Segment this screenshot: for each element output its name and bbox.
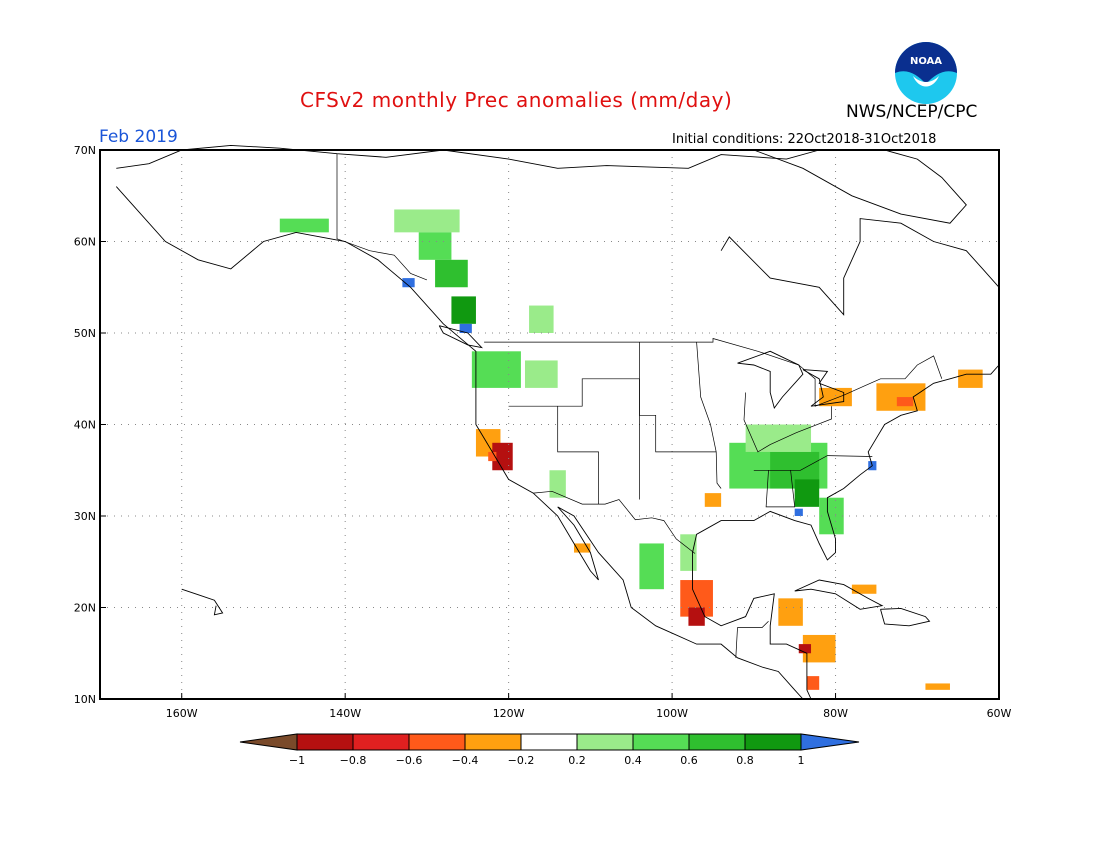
legend-label: 0.4 xyxy=(624,754,642,767)
coastline xyxy=(794,579,884,610)
longitude-tick-labels: 160W 140W 120W 100W 80W 60W xyxy=(166,693,1012,720)
legend-swatch xyxy=(744,733,802,751)
border-line xyxy=(753,455,873,471)
coastline xyxy=(737,350,804,410)
anomaly-cell xyxy=(435,259,468,288)
legend-label: −0.8 xyxy=(340,754,367,767)
border-line xyxy=(765,470,796,508)
lat-tick-label: 70N xyxy=(74,144,96,157)
border-line xyxy=(336,153,428,281)
legend-label: −0.2 xyxy=(508,754,535,767)
latitude-tick-labels: 70N 60N 50N 40N 30N 20N 10N xyxy=(74,144,106,706)
anomaly-cell xyxy=(471,351,521,388)
forecast-month: Feb 2019 xyxy=(99,127,178,147)
border-line xyxy=(484,338,943,407)
anomaly-cell xyxy=(529,305,554,333)
anomaly-cell xyxy=(819,497,844,535)
lat-tick-label: 30N xyxy=(74,510,96,523)
lon-tick-label: 80W xyxy=(823,707,848,720)
coastline xyxy=(880,607,931,627)
legend-label: −1 xyxy=(289,754,305,767)
noaa-logo-text: NOAA xyxy=(910,56,942,67)
chart-title: CFSv2 monthly Prec anomalies (mm/day) xyxy=(300,88,733,112)
coastline xyxy=(720,218,1000,316)
legend-label: 0.6 xyxy=(680,754,698,767)
legend-label: 1 xyxy=(798,754,805,767)
noaa-logo-icon: NOAA xyxy=(895,42,957,104)
lat-tick-label: 50N xyxy=(74,327,96,340)
legend-swatch xyxy=(688,733,746,751)
anomaly-cell xyxy=(639,543,664,590)
legend-arrow-high xyxy=(800,733,860,751)
legend-swatch xyxy=(464,733,522,751)
lat-tick-label: 60N xyxy=(74,236,96,249)
anomaly-cell xyxy=(794,508,803,516)
political-borders xyxy=(336,153,943,658)
anomaly-cell xyxy=(688,607,705,626)
legend-label: 0.8 xyxy=(736,754,754,767)
anomaly-cell xyxy=(704,493,722,507)
initial-conditions: Initial conditions: 22Oct2018-31Oct2018 xyxy=(672,132,937,147)
lon-tick-label: 160W xyxy=(166,707,198,720)
coastlines xyxy=(115,144,1000,700)
anomaly-cell xyxy=(549,470,566,498)
border-line xyxy=(735,620,769,658)
coastline xyxy=(802,369,845,407)
agency-label: NWS/NCEP/CPC xyxy=(846,102,978,122)
legend-swatch xyxy=(296,733,354,751)
legend-swatch xyxy=(632,733,690,751)
anomaly-cell xyxy=(279,218,329,233)
anomaly-cell xyxy=(488,451,497,462)
anomaly-cell xyxy=(794,479,820,507)
lon-tick-label: 60W xyxy=(987,707,1012,720)
border-line xyxy=(743,392,832,453)
anomaly-cell xyxy=(798,644,812,654)
anomaly-cell xyxy=(925,683,950,690)
lat-tick-label: 10N xyxy=(74,693,96,706)
border-line xyxy=(533,490,696,554)
anomaly-cell xyxy=(745,424,812,452)
anomaly-cell xyxy=(778,598,803,626)
anomaly-cell xyxy=(459,323,472,333)
coastline xyxy=(692,364,1000,700)
legend-swatch xyxy=(408,733,466,751)
coastline xyxy=(753,149,967,224)
anomaly-cell xyxy=(492,442,513,471)
anomaly-shading xyxy=(279,209,983,690)
coastline xyxy=(181,588,224,616)
lon-tick-label: 120W xyxy=(493,707,525,720)
legend-label: −0.6 xyxy=(396,754,423,767)
lat-tick-label: 40N xyxy=(74,419,96,432)
lat-tick-label: 20N xyxy=(74,602,96,615)
lon-tick-label: 100W xyxy=(656,707,688,720)
border-line xyxy=(696,342,722,489)
anomaly-cell xyxy=(418,232,452,260)
legend-swatch xyxy=(520,733,578,751)
legend-swatch xyxy=(576,733,634,751)
anomaly-cell xyxy=(896,397,914,407)
lon-tick-label: 140W xyxy=(329,707,361,720)
coastline xyxy=(438,325,483,349)
anomaly-cell xyxy=(451,296,476,324)
coastline xyxy=(115,186,804,700)
anomaly-cell xyxy=(574,543,591,553)
border-line xyxy=(557,406,599,505)
anomaly-cell xyxy=(851,584,877,594)
legend-arrow-low xyxy=(239,733,298,751)
legend-label: 0.2 xyxy=(568,754,586,767)
anomaly-cell xyxy=(806,676,820,690)
anomaly-cell xyxy=(394,209,460,233)
legend-swatch xyxy=(352,733,410,751)
anomaly-cell xyxy=(524,360,558,388)
legend-label: −0.4 xyxy=(452,754,479,767)
anomaly-cell xyxy=(402,278,415,288)
